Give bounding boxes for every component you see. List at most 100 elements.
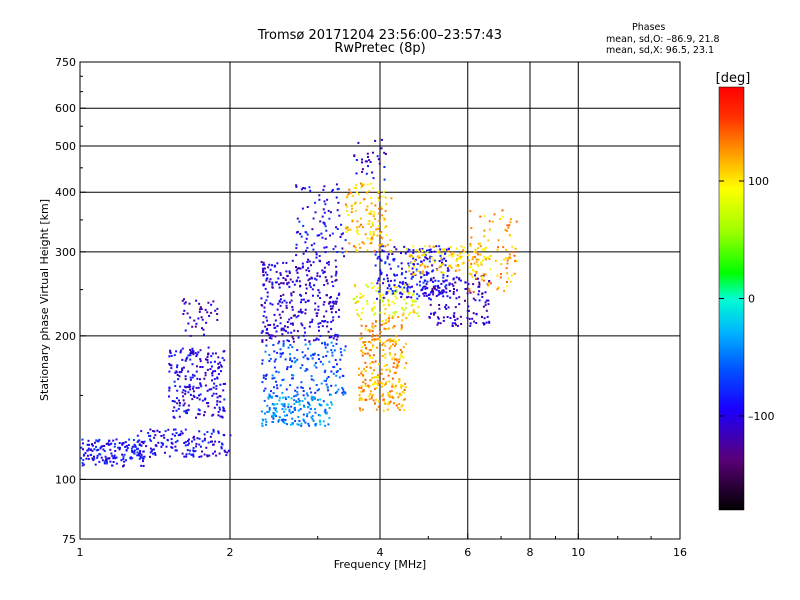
data-point <box>405 302 408 305</box>
data-point <box>385 321 388 324</box>
data-point <box>176 366 178 369</box>
data-point <box>477 265 480 268</box>
data-point <box>201 450 203 453</box>
data-point <box>219 415 222 418</box>
data-point <box>380 205 383 208</box>
data-point <box>361 170 364 173</box>
data-point <box>226 451 229 454</box>
data-point <box>500 273 502 275</box>
data-point <box>95 439 98 442</box>
data-point <box>451 324 454 327</box>
data-point <box>267 396 270 399</box>
data-point <box>275 380 277 383</box>
data-point <box>206 361 209 364</box>
data-point <box>206 454 209 457</box>
data-point <box>384 308 387 310</box>
data-point <box>184 301 187 304</box>
data-point <box>184 392 187 395</box>
data-point <box>310 416 313 419</box>
data-point <box>381 385 383 388</box>
data-point <box>182 313 185 315</box>
data-point <box>323 341 326 344</box>
data-point <box>181 347 184 350</box>
data-point <box>216 319 219 321</box>
data-point <box>273 350 276 353</box>
data-point <box>260 410 263 413</box>
data-point <box>291 335 294 338</box>
data-point <box>149 428 152 431</box>
data-point <box>271 421 274 423</box>
data-point <box>405 270 408 273</box>
data-point <box>325 354 328 357</box>
data-point <box>198 455 201 458</box>
data-point <box>334 259 337 262</box>
data-point <box>303 404 305 407</box>
data-point <box>288 408 291 411</box>
data-point <box>181 358 184 361</box>
data-point <box>394 311 397 313</box>
data-point <box>319 335 322 337</box>
data-point <box>271 334 274 337</box>
data-point <box>326 403 329 406</box>
data-point <box>443 290 445 293</box>
data-point <box>380 207 383 210</box>
data-point <box>449 317 452 319</box>
data-point <box>189 352 192 355</box>
data-point <box>293 357 296 360</box>
data-point <box>398 379 401 382</box>
data-point <box>90 453 93 456</box>
data-point <box>273 403 276 406</box>
data-point <box>99 447 102 450</box>
data-point <box>423 294 426 297</box>
data-point <box>350 211 353 214</box>
data-point <box>101 445 104 448</box>
data-point <box>489 268 492 271</box>
data-point <box>172 410 175 412</box>
data-point <box>118 446 121 449</box>
data-point <box>378 232 381 235</box>
data-point <box>362 226 364 229</box>
data-point <box>425 294 428 297</box>
data-point <box>405 317 408 320</box>
data-point <box>366 152 369 155</box>
data-point <box>477 253 480 256</box>
data-point <box>289 278 292 281</box>
data-point <box>376 297 378 300</box>
data-point <box>391 253 394 255</box>
data-point <box>300 386 303 389</box>
data-point <box>169 350 172 353</box>
data-point <box>286 423 288 426</box>
data-point <box>389 239 392 242</box>
data-point <box>335 302 338 305</box>
data-point <box>421 254 424 257</box>
data-point <box>329 234 331 237</box>
data-point <box>309 286 312 289</box>
x-tick-label: 8 <box>527 546 534 559</box>
data-point <box>358 367 360 370</box>
data-point <box>358 314 361 317</box>
data-point <box>317 338 320 341</box>
data-point <box>220 370 222 373</box>
data-point <box>356 250 359 252</box>
data-point <box>286 368 289 371</box>
data-point <box>325 246 328 249</box>
data-point <box>440 252 443 255</box>
data-point <box>265 299 268 302</box>
data-point <box>218 440 221 443</box>
data-point <box>336 209 339 212</box>
data-point <box>214 352 217 355</box>
data-point <box>197 386 200 389</box>
data-point <box>497 286 500 289</box>
data-point <box>473 320 476 323</box>
data-point <box>378 248 381 251</box>
data-point <box>211 352 214 355</box>
data-point <box>122 465 124 468</box>
data-point <box>191 363 194 366</box>
data-point <box>265 339 268 342</box>
data-point <box>196 437 199 440</box>
data-point <box>287 331 290 334</box>
data-point <box>219 400 222 403</box>
data-point <box>401 314 404 317</box>
data-point <box>326 198 329 201</box>
data-point <box>82 448 84 451</box>
